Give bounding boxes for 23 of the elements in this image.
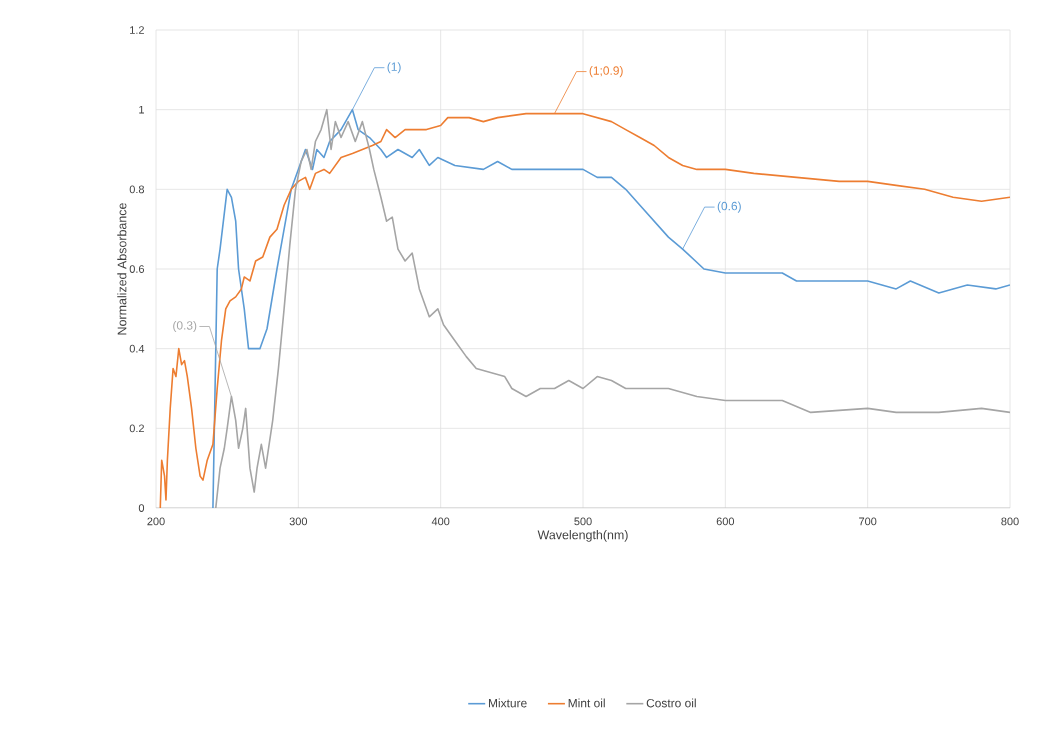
y-axis-title: Normalized Absorbance	[117, 203, 127, 335]
x-axis-title: Wavelength(nm)	[537, 530, 628, 542]
legend-label: Mixture	[488, 698, 527, 708]
x-tick-label: 800	[1001, 517, 1019, 526]
x-tick-label: 700	[859, 517, 877, 526]
y-tick-label: 1.2	[130, 26, 144, 34]
x-tick-label: 200	[147, 517, 165, 526]
x-tick-label: 500	[574, 517, 592, 526]
legend-label: Costro oil	[646, 698, 696, 708]
annotation: (1)	[387, 62, 401, 74]
x-tick-label: 600	[716, 517, 735, 526]
y-tick-label: 1	[139, 105, 144, 114]
y-tick-label: 0.6	[129, 265, 145, 273]
legend-label: Mint oil	[568, 698, 605, 708]
annotation: (1;0.9)	[589, 66, 623, 78]
y-tick-label: 0.4	[129, 344, 145, 353]
annotation: (0.6)	[717, 201, 741, 213]
x-tick-label: 300	[289, 517, 308, 526]
y-tick-label: 0.8	[129, 185, 145, 194]
annotation: (0.3)	[173, 320, 197, 333]
y-tick-label: 0	[138, 504, 145, 512]
y-tick-label: 0.2	[129, 424, 144, 433]
x-tick-label: 400	[431, 517, 450, 526]
